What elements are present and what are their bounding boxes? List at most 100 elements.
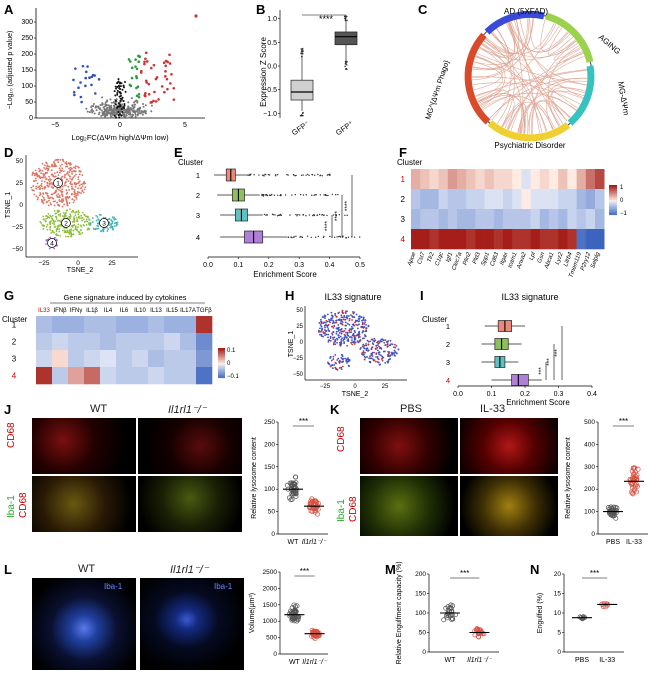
outlier [297, 213, 299, 216]
circos-link [486, 23, 555, 55]
cell-point [85, 218, 88, 221]
outlier [299, 193, 302, 196]
cell-point [358, 323, 360, 326]
outlier [334, 236, 336, 239]
cell-point [322, 332, 325, 335]
data-point [121, 99, 124, 102]
cell-point [381, 359, 384, 362]
data-point [172, 86, 176, 90]
cell-point [376, 349, 379, 352]
cell-point [371, 346, 373, 349]
cell-point [383, 341, 386, 344]
heatmap-cell [196, 367, 213, 385]
cell-point [320, 325, 323, 328]
cell-point [76, 182, 78, 185]
outlier [247, 174, 249, 176]
legend-swatch [609, 197, 617, 199]
heatmap-cell [521, 169, 531, 190]
data-point [95, 105, 98, 108]
cell-point [69, 166, 72, 169]
outlier [346, 19, 348, 22]
cell-point [113, 216, 116, 219]
category-label: 1 [196, 171, 200, 180]
column-label: IFNγ [70, 308, 83, 314]
cell-point [54, 220, 57, 223]
cell-point [78, 217, 81, 219]
cell-point [336, 338, 339, 341]
outlier [300, 50, 303, 53]
data-point [631, 465, 636, 471]
cell-point [71, 221, 74, 223]
circos-link [508, 21, 524, 134]
data-point [293, 474, 299, 480]
cell-point [76, 192, 79, 195]
cell-point [343, 314, 346, 317]
data-point [113, 90, 116, 93]
row-label: 4 [12, 372, 17, 381]
cell-point [318, 322, 321, 324]
tick-label: 0.4 [587, 391, 597, 398]
legend-swatch [609, 192, 617, 195]
data-point [163, 90, 166, 94]
circos-link [502, 101, 554, 130]
legend-swatch [609, 207, 617, 210]
cell-point [375, 348, 377, 351]
cell-point [61, 205, 64, 208]
heatmap-cell [558, 229, 568, 250]
cell-point [352, 327, 354, 330]
outlier [345, 237, 348, 239]
heatmap-cell [84, 316, 101, 334]
data-point [144, 91, 147, 95]
cell-point [66, 209, 69, 212]
cell-point [74, 170, 77, 173]
data-point [103, 107, 106, 110]
cell-point [333, 321, 336, 324]
data-point [137, 60, 141, 64]
cell-point [79, 233, 82, 235]
panel-letter: A [4, 2, 14, 17]
data-point [290, 480, 296, 486]
sig-label: **** [344, 200, 351, 211]
cell-point [58, 199, 61, 201]
outlier [313, 213, 315, 216]
outlier [261, 193, 263, 196]
cell-point [45, 167, 48, 169]
heatmap-cell [116, 333, 133, 351]
heatmap-cell [567, 189, 577, 210]
cell-point [53, 172, 56, 175]
data-point [105, 108, 108, 111]
cell-point [331, 322, 334, 325]
data-point [86, 65, 89, 68]
cell-point [358, 330, 361, 333]
cell-point [337, 327, 340, 329]
cell-point [349, 328, 351, 331]
tick-label: 1500 [263, 602, 278, 609]
cell-point [331, 332, 333, 335]
cell-point [331, 364, 334, 367]
outlier [324, 194, 327, 197]
cell-point [372, 358, 375, 361]
data-point [116, 89, 119, 92]
sig-label: *** [300, 567, 309, 576]
cell-point [377, 358, 380, 361]
data-point [123, 107, 126, 110]
cell-point [49, 228, 52, 231]
cell-point [331, 367, 334, 370]
data-point [121, 88, 124, 91]
data-point [77, 86, 80, 90]
cell-point [393, 352, 395, 354]
cluster-label: 4 [50, 241, 54, 248]
cell-point [81, 189, 84, 192]
cell-point [100, 230, 102, 233]
heatmap-cell [36, 367, 53, 385]
data-point [147, 82, 151, 86]
cell-point [115, 221, 118, 224]
panel-h: H IL33 signature 50 25 0 −25 −50 −25 0 25 TSNE_… [285, 288, 415, 398]
cell-point [334, 343, 337, 346]
cell-point [65, 235, 67, 238]
heatmap-cell [493, 169, 504, 190]
data-point [613, 515, 619, 521]
outlier [301, 49, 303, 51]
outlier [250, 173, 252, 175]
